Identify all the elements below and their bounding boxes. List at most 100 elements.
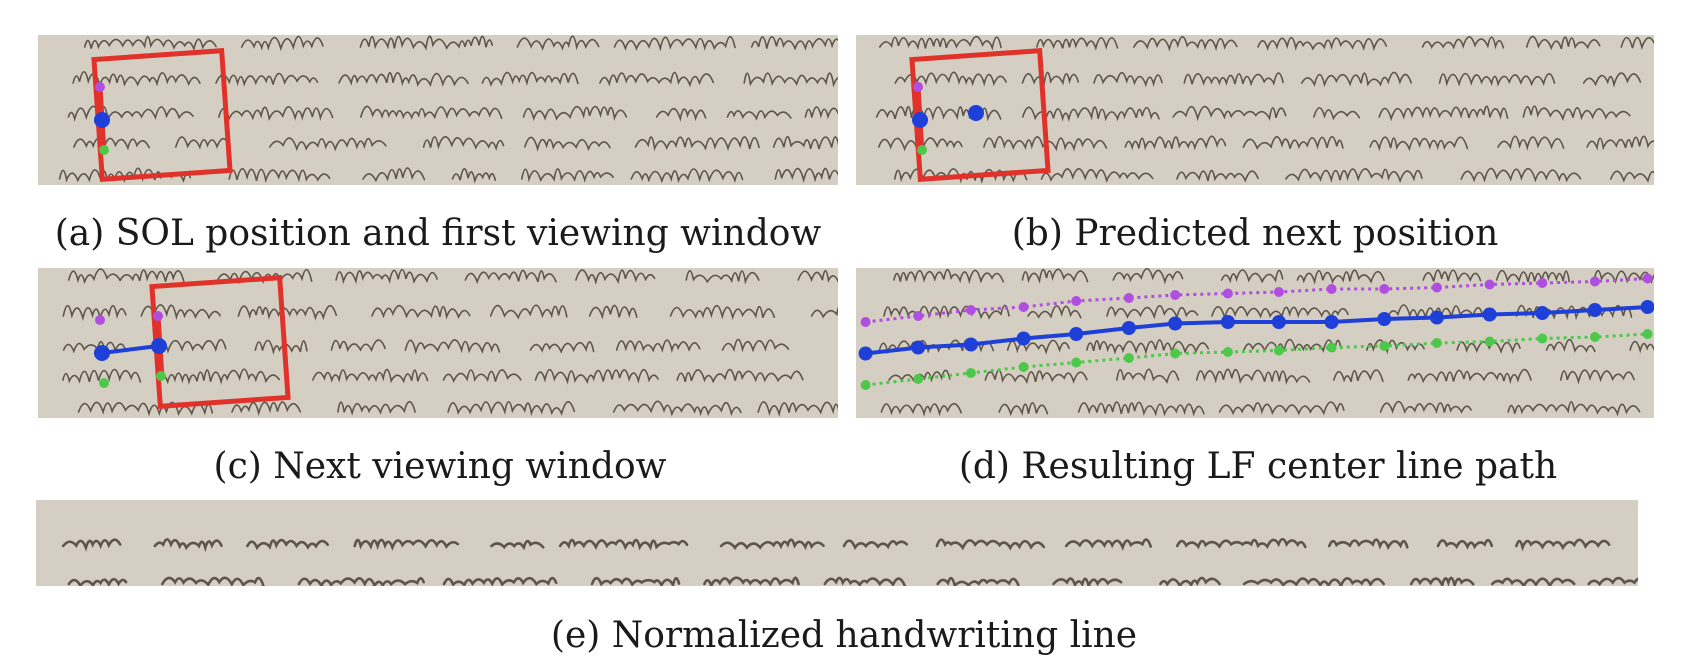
handwriting-stroke [156, 368, 280, 385]
handwriting-stroke [72, 71, 201, 88]
handwriting-stroke [1421, 36, 1505, 50]
path-point [1589, 276, 1600, 287]
handwriting-stroke [83, 35, 217, 52]
handwriting-stroke [1515, 538, 1611, 552]
handwriting-stroke [1064, 538, 1152, 551]
upper-point [95, 315, 105, 325]
handwriting-stroke [1112, 268, 1184, 285]
path-point [1324, 315, 1339, 329]
path-point [1484, 279, 1495, 290]
path-point [1537, 333, 1548, 344]
path-point [1587, 303, 1602, 317]
handwriting-stroke [481, 71, 579, 87]
path-point [1642, 273, 1653, 284]
path-point [1535, 306, 1550, 320]
path-point [858, 346, 873, 361]
handwriting-stroke [61, 538, 122, 552]
path-point [1016, 331, 1031, 346]
handwriting-stroke [1620, 36, 1654, 51]
handwriting-stroke [330, 339, 386, 353]
lower-point [917, 145, 927, 155]
handwriting-stroke [1183, 72, 1284, 87]
upper-path [860, 273, 1653, 327]
handwriting-stroke [894, 71, 1007, 87]
handwriting-stroke [1086, 339, 1210, 355]
handwriting-stroke [1220, 269, 1284, 284]
handwriting-stroke [231, 401, 302, 417]
handwriting-stroke [1106, 305, 1199, 320]
path-point [1431, 282, 1442, 293]
handwriting-stroke [1021, 71, 1080, 87]
handwriting-stroke [68, 268, 185, 285]
path-line [865, 305, 1648, 356]
handwriting-stroke [447, 400, 576, 417]
handwriting-stroke [404, 339, 501, 355]
next-lower-point [156, 371, 166, 381]
lower-point [99, 378, 109, 388]
handwriting-stroke [1133, 36, 1238, 52]
center-line-path [858, 300, 1654, 361]
path-line [865, 277, 1648, 324]
handwriting-stroke [612, 400, 742, 417]
handwriting-stroke [1021, 268, 1089, 284]
handwriting-stroke [1242, 136, 1344, 150]
handwriting-stroke [1333, 369, 1384, 383]
handwriting-stroke [894, 168, 1028, 185]
handwriting-stroke [743, 72, 838, 88]
handwriting-stroke [529, 341, 595, 354]
path-point [1377, 312, 1392, 326]
panel-a-image [38, 35, 838, 185]
handwriting-stroke [159, 338, 227, 354]
handwriting-stroke [522, 105, 628, 121]
handwriting-stroke [590, 576, 681, 586]
predicted-next-point [968, 105, 984, 121]
handwriting-stroke [842, 539, 909, 551]
handwriting-stroke [1407, 368, 1532, 385]
handwriting-stroke [442, 369, 522, 384]
path-point [1168, 316, 1183, 331]
caption-a: (a) SOL position and first viewing windo… [54, 213, 822, 254]
handwriting-stroke [67, 105, 194, 122]
handwriting-stroke [1159, 576, 1221, 586]
handwriting-stroke [1175, 537, 1307, 550]
path-point [1537, 278, 1548, 288]
path-point [1271, 315, 1286, 329]
handwriting-stroke [268, 137, 387, 152]
caption-b: (b) Predicted next position [1011, 213, 1499, 254]
handwriting-stroke [1052, 577, 1123, 586]
path-point [965, 305, 976, 315]
handwriting-stroke [442, 576, 558, 586]
handwriting-stroke [67, 577, 128, 586]
handwriting-stroke [360, 105, 503, 120]
handwriting-stroke [228, 168, 331, 184]
handwriting-stroke [62, 368, 142, 384]
path-point [1484, 336, 1495, 347]
handwriting-stroke [1438, 72, 1556, 87]
handwriting-stroke [883, 304, 1010, 320]
handwriting-panel-a [58, 35, 838, 184]
normalized-line-image [61, 537, 1638, 586]
handwriting-stroke [297, 577, 425, 586]
sol-point [94, 345, 110, 361]
path-point [965, 368, 976, 378]
handwriting-stroke [161, 576, 265, 586]
path-point [1071, 296, 1082, 306]
handwriting-stroke [215, 72, 319, 87]
panel-b-image [856, 35, 1654, 185]
caption-d: (d) Resulting LF center line path [958, 446, 1558, 487]
handwriting-stroke [1545, 338, 1596, 353]
handwriting-stroke [983, 135, 1108, 152]
path-point [1222, 347, 1233, 357]
handwriting-stroke [521, 168, 614, 183]
handwriting-stroke [1313, 107, 1361, 121]
path-point [1273, 287, 1284, 297]
handwriting-stroke [1610, 170, 1654, 183]
handwriting-stroke [935, 538, 1046, 551]
lower-point [99, 145, 109, 155]
handwriting-stroke [1369, 136, 1469, 152]
handwriting-stroke [62, 304, 127, 322]
handwriting-stroke [1436, 538, 1494, 550]
handwriting-stroke [1497, 135, 1565, 151]
handwriting-stroke [1582, 72, 1642, 88]
handwriting-panel-c [62, 268, 838, 417]
